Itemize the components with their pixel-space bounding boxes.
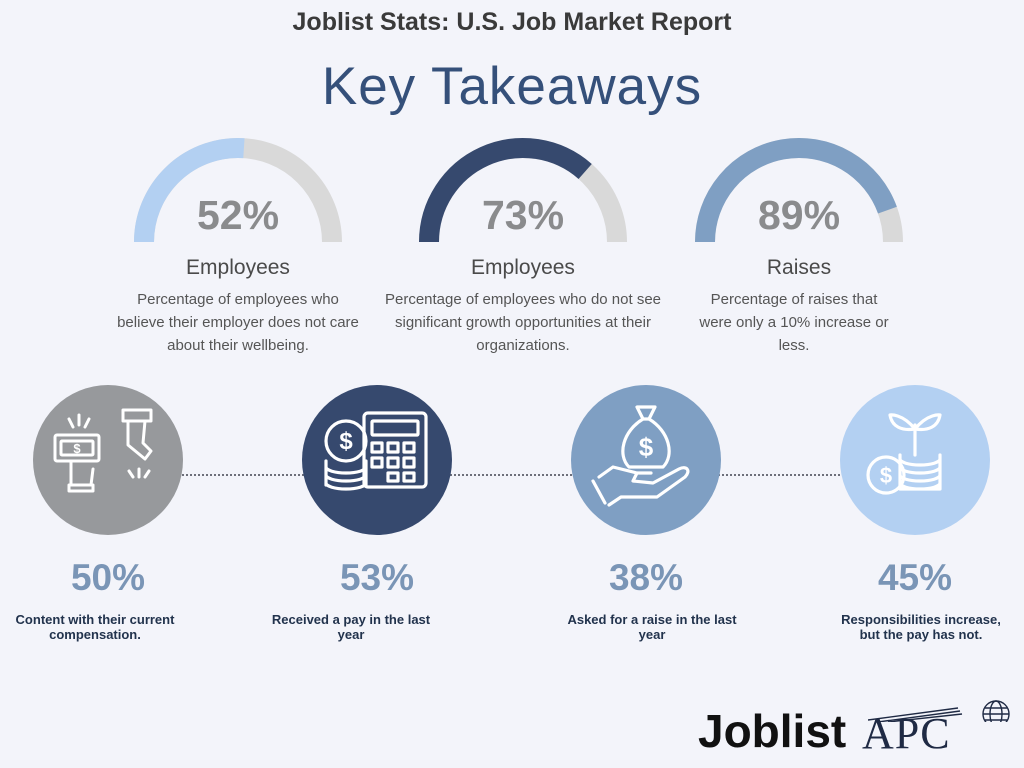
money-exchange-icon: $ [33,385,183,535]
stat-circle-responsibilities: $ [840,385,990,535]
joblist-logo: Joblist [698,705,847,757]
svg-text:$: $ [639,432,654,462]
gauge-percent: 52% [196,192,280,238]
gauge-growth: 73% Employees Percentage of employees wh… [385,134,661,394]
gauge-description: Percentage of raises that were only a 10… [699,291,889,354]
gauge-description: Percentage of employees who believe thei… [117,291,359,354]
svg-text:$: $ [73,441,81,456]
gauge-percent: 73% [481,192,565,238]
gauge-fill [419,138,592,243]
stat-description: Responsibilities increase, but the pay h… [841,612,1001,642]
gauge-wellbeing: 52% Employees Percentage of employees wh… [117,134,363,394]
stat-circle-raise: $ [571,385,721,535]
gauge-arc [695,138,903,243]
money-bag-hand-icon: $ [571,385,721,535]
stat-description: Asked for a raise in the last year [567,612,737,642]
gauge-label: Employees [471,256,575,279]
gauge-fill [134,138,245,243]
stat-description: Received a pay in the last year [271,612,431,642]
page-title: Key Takeaways [321,57,703,116]
apc-logo: APC [862,709,951,758]
calculator-coins-icon: $ [302,385,452,535]
gauge-raises: 89% Raises Percentage of raises that wer… [694,134,924,394]
svg-text:$: $ [880,463,892,488]
gauge-fill [695,138,897,243]
stat-percent: 45% [877,557,953,598]
stat-percent: 53% [339,557,415,598]
stat-percent: 50% [70,557,146,598]
gauge-description: Percentage of employees who do not see s… [384,291,661,354]
svg-text:$: $ [339,428,353,455]
plant-coins-icon: $ [840,385,990,535]
timeline-dotted-line [170,474,860,476]
apc-globe-icon [868,700,1010,722]
gauge-arc [134,138,342,243]
stat-description: Content with their current compensation. [15,612,175,642]
stat-circle-compensation: $ [33,385,183,535]
gauge-label: Raises [766,256,832,279]
gauge-label: Employees [186,256,290,279]
gauge-arc [419,138,627,243]
stat-percent: 38% [608,557,684,598]
stat-circle-pay: $ [302,385,452,535]
report-title: Joblist Stats: U.S. Job Market Report [292,8,732,36]
gauge-percent: 89% [757,192,841,238]
